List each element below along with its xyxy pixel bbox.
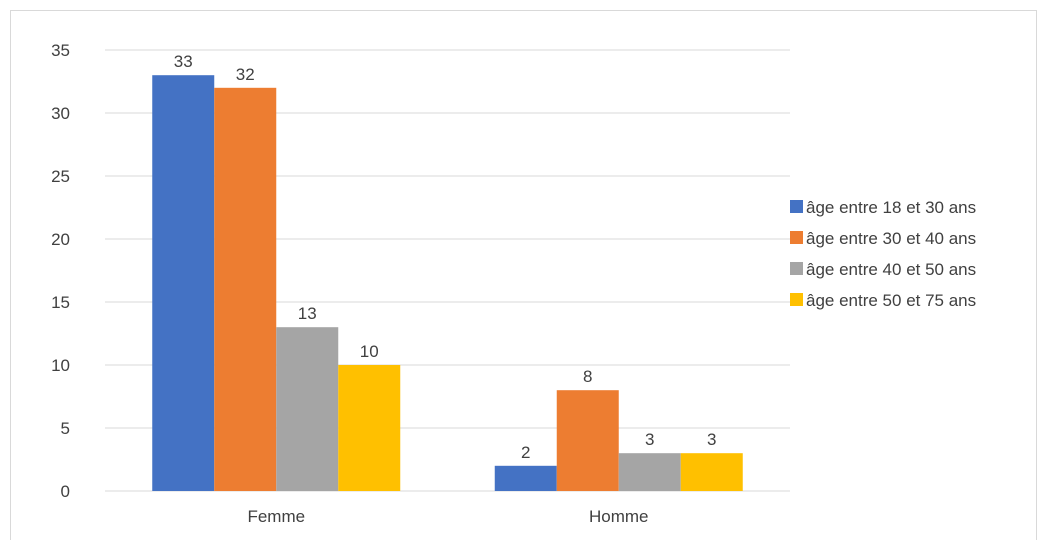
bar [276, 327, 339, 491]
legend-label: âge entre 40 et 50 ans [806, 260, 976, 279]
bar [618, 453, 681, 491]
legend-swatch [790, 200, 803, 213]
x-tick-label: Femme [247, 507, 305, 526]
data-label: 33 [174, 52, 193, 71]
y-tick-label: 0 [61, 482, 70, 501]
legend: âge entre 18 et 30 ans âge entre 30 et 40… [790, 198, 976, 310]
bar [152, 75, 215, 491]
bar [214, 87, 277, 492]
y-axis-ticks: 0 5 10 15 20 25 30 35 [51, 41, 70, 501]
y-tick-label: 30 [51, 104, 70, 123]
x-tick-label: Homme [589, 507, 649, 526]
bar [338, 365, 401, 491]
data-label: 10 [360, 342, 379, 361]
legend-swatch [790, 262, 803, 275]
data-label: 3 [707, 430, 716, 449]
legend-label: âge entre 50 et 75 ans [806, 291, 976, 310]
y-tick-label: 25 [51, 167, 70, 186]
legend-swatch [790, 293, 803, 306]
legend-label: âge entre 18 et 30 ans [806, 198, 976, 217]
data-label: 8 [583, 367, 592, 386]
y-tick-label: 15 [51, 293, 70, 312]
data-label: 13 [298, 304, 317, 323]
y-tick-label: 10 [51, 356, 70, 375]
legend-label: âge entre 30 et 40 ans [806, 229, 976, 248]
y-tick-label: 5 [61, 419, 70, 438]
bar [556, 390, 619, 491]
bar [494, 465, 557, 491]
bar [680, 453, 743, 491]
y-tick-label: 20 [51, 230, 70, 249]
data-label: 32 [236, 65, 255, 84]
data-label: 2 [521, 443, 530, 462]
bars [152, 75, 743, 492]
data-label: 3 [645, 430, 654, 449]
y-tick-label: 35 [51, 41, 70, 60]
x-axis-ticks: Femme Homme [247, 507, 648, 526]
legend-swatch [790, 231, 803, 244]
